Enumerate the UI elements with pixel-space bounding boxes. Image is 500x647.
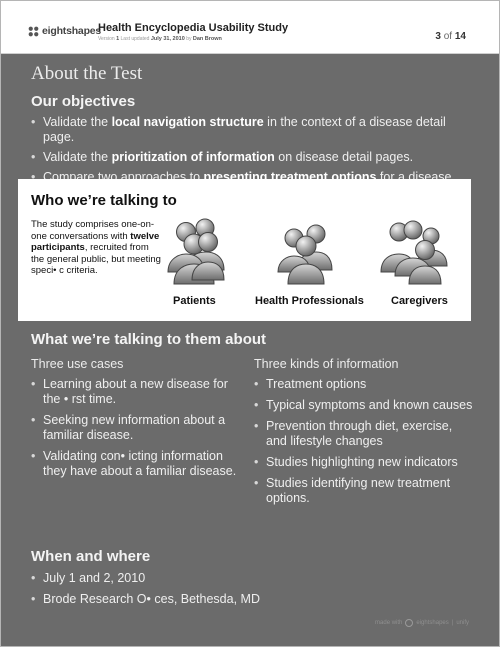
brand-name: eightshapes bbox=[42, 25, 102, 37]
info-kind-item: Typical symptoms and known causes bbox=[254, 398, 474, 413]
group-label-health-professionals: Health Professionals bbox=[255, 295, 364, 307]
page-number: 3 of 14 bbox=[435, 31, 466, 42]
info-kinds-list: Treatment options Typical symptoms and k… bbox=[254, 377, 474, 506]
participants-description: The study comprises one-on-one conversat… bbox=[31, 219, 161, 276]
footer-made-with: made with bbox=[375, 620, 403, 626]
meta-author: Dan Brown bbox=[192, 36, 222, 42]
talking-heading: What we’re talking to them about bbox=[31, 331, 267, 348]
page-footer: made with eightshapes | unify bbox=[375, 619, 469, 627]
use-case-item: Seeking new information about a familiar… bbox=[31, 413, 246, 443]
group-label-caregivers: Caregivers bbox=[391, 295, 448, 307]
objective-item: Validate the prioritization of informati… bbox=[31, 150, 471, 165]
info-kinds-heading: Three kinds of information bbox=[254, 357, 399, 371]
use-case-item: Learning about a new disease for the • r… bbox=[31, 377, 246, 407]
meta-version-label: Version bbox=[98, 36, 115, 42]
meta-author-label: by bbox=[186, 36, 192, 42]
page-header: eightshapes Health Encyclopedia Usabilit… bbox=[1, 1, 499, 54]
info-kind-item: Studies highlighting new indicators bbox=[254, 455, 474, 470]
footer-brand: eightshapes bbox=[416, 620, 449, 626]
use-case-item: Validating con• icting information they … bbox=[31, 449, 246, 479]
page-title: About the Test bbox=[31, 63, 143, 84]
footer-divider: | bbox=[451, 620, 454, 626]
people-group-icon bbox=[380, 220, 448, 285]
caregivers-group bbox=[379, 214, 449, 286]
eightshapes-footer-icon bbox=[405, 619, 414, 627]
objective-item: Validate the local navigation structure … bbox=[31, 115, 471, 145]
page-current: 3 bbox=[435, 31, 441, 42]
info-kind-item: Treatment options bbox=[254, 377, 474, 392]
people-group-icon bbox=[167, 218, 225, 285]
when-where-heading: When and where bbox=[31, 548, 151, 565]
people-group-icon bbox=[277, 224, 333, 285]
use-cases-heading: Three use cases bbox=[31, 357, 124, 371]
brand-logo: eightshapes bbox=[28, 25, 101, 37]
info-kind-item: Studies identifying new treatment option… bbox=[254, 476, 474, 506]
patients-group bbox=[166, 214, 226, 286]
when-where-item: July 1 and 2, 2010 bbox=[31, 571, 471, 586]
footer-product: unify bbox=[456, 620, 469, 626]
participants-heading: Who we’re talking to bbox=[31, 192, 177, 209]
meta-date: July 31, 2010 bbox=[150, 36, 185, 42]
info-kind-item: Prevention through diet, exercise, and l… bbox=[254, 419, 474, 449]
page-of: of bbox=[443, 31, 453, 42]
meta-date-label: Last updated bbox=[120, 36, 150, 42]
meta-version: 1 bbox=[116, 36, 120, 42]
page-total: 14 bbox=[454, 31, 466, 42]
document-meta: Version 1 Last updated July 31, 2010 by … bbox=[98, 36, 222, 42]
eightshapes-logo-icon bbox=[28, 26, 39, 36]
document-title: Health Encyclopedia Usability Study bbox=[98, 22, 289, 34]
when-where-list: July 1 and 2, 2010 Brode Research O• ces… bbox=[31, 571, 471, 607]
when-where-item: Brode Research O• ces, Bethesda, MD bbox=[31, 592, 471, 607]
use-cases-list: Learning about a new disease for the • r… bbox=[31, 377, 246, 479]
group-label-patients: Patients bbox=[173, 295, 216, 307]
health-professionals-group bbox=[276, 214, 336, 286]
objectives-heading: Our objectives bbox=[31, 93, 136, 110]
participants-panel: Who we’re talking to The study comprises… bbox=[18, 179, 471, 321]
